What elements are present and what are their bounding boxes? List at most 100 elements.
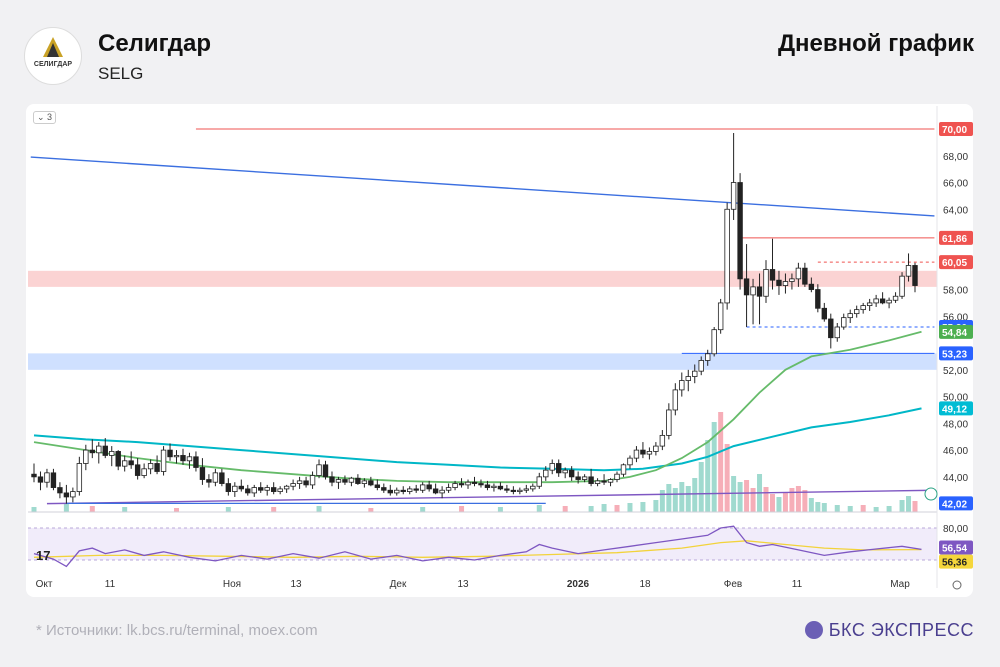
candle (290, 479, 296, 491)
volume-bar (782, 492, 788, 512)
candle (348, 476, 355, 487)
candle (134, 458, 141, 480)
candle-body (238, 485, 244, 490)
y-tick-label: 44,00 (943, 473, 968, 484)
candle (96, 442, 102, 464)
candle (594, 478, 601, 487)
candle (743, 244, 750, 328)
candle (666, 403, 672, 440)
candle-body (711, 329, 717, 355)
candle (296, 476, 303, 489)
candle (756, 273, 763, 325)
candle (121, 455, 128, 472)
candle-body (458, 483, 465, 486)
candle-body (303, 480, 309, 486)
candle (381, 483, 387, 493)
volume-bar (834, 505, 840, 512)
candle-body (219, 472, 225, 484)
volume-bar (459, 506, 465, 512)
volume-bar (821, 503, 827, 512)
candle-body (212, 472, 219, 483)
ma-cyan-line (33, 407, 922, 472)
candle-body (277, 488, 283, 492)
volume-bar (685, 486, 691, 512)
candle (530, 483, 536, 492)
candle-body (283, 485, 290, 490)
candle (711, 327, 717, 357)
candle-body (698, 360, 704, 372)
candle-body (96, 445, 102, 454)
candle-body (478, 483, 484, 486)
volume-bar (666, 484, 672, 512)
volume-bar (776, 497, 782, 512)
candle (672, 383, 679, 416)
y-tick-label: 52,00 (943, 366, 968, 377)
candle-body (109, 451, 115, 456)
volume-bar (860, 505, 866, 512)
candle-body (445, 487, 452, 491)
volume-bar (731, 476, 737, 512)
volume-bar (718, 412, 724, 512)
volume-bar (316, 506, 322, 512)
candle-body (206, 479, 212, 483)
volume-bar (497, 507, 503, 512)
alert-icon (924, 487, 938, 501)
candle (724, 202, 730, 310)
chart-card (26, 104, 973, 597)
candle-body (465, 481, 471, 486)
rsi-label-text: 56,36 (942, 558, 967, 569)
candle (562, 467, 568, 479)
candle (536, 472, 542, 489)
candles (31, 133, 918, 504)
price-label-box (939, 496, 973, 511)
candle (685, 369, 691, 392)
candle (465, 479, 471, 489)
candle (270, 482, 277, 495)
candle-body (737, 182, 743, 280)
candle-body (102, 445, 108, 456)
candle-body (853, 309, 860, 315)
candle-body (886, 299, 892, 304)
x-tick-label: Окт (36, 579, 53, 590)
candle-body (316, 464, 322, 476)
candle-body (653, 445, 659, 452)
price-label-box (939, 122, 973, 136)
volume-bar (122, 507, 128, 512)
candle (277, 486, 283, 495)
candle (342, 475, 348, 485)
x-tick-label: Фев (724, 579, 742, 590)
candle-body (795, 267, 802, 280)
candle-body (413, 488, 419, 491)
candle-body (743, 278, 750, 296)
candle (199, 458, 206, 485)
candle-body (815, 289, 821, 309)
volume-bar (653, 500, 659, 512)
rsi-panel: 17 (28, 525, 937, 568)
candle-body (633, 449, 640, 459)
candle-body (581, 476, 588, 480)
candle (640, 442, 646, 459)
candle-body (575, 476, 581, 480)
candle-body (134, 464, 141, 476)
candle (737, 173, 743, 290)
volume-bar (679, 482, 685, 512)
volume-bar (614, 505, 620, 512)
candle (568, 466, 575, 481)
candle-body (374, 484, 381, 488)
candle-body (568, 469, 575, 478)
candle (102, 438, 108, 459)
candle (886, 297, 892, 309)
volume-bar (659, 490, 665, 512)
candle (219, 468, 225, 487)
interval-toggle[interactable]: ⌄ 3 (33, 111, 57, 124)
price-label-text: 53,23 (942, 349, 967, 360)
candle (491, 483, 497, 492)
candle (258, 482, 264, 493)
drawn-lines (30, 128, 935, 505)
volume-bar (601, 504, 607, 512)
candle (549, 459, 555, 475)
candle-body (167, 449, 173, 458)
x-tick-label: Ноя (223, 579, 241, 590)
candle (789, 273, 795, 290)
